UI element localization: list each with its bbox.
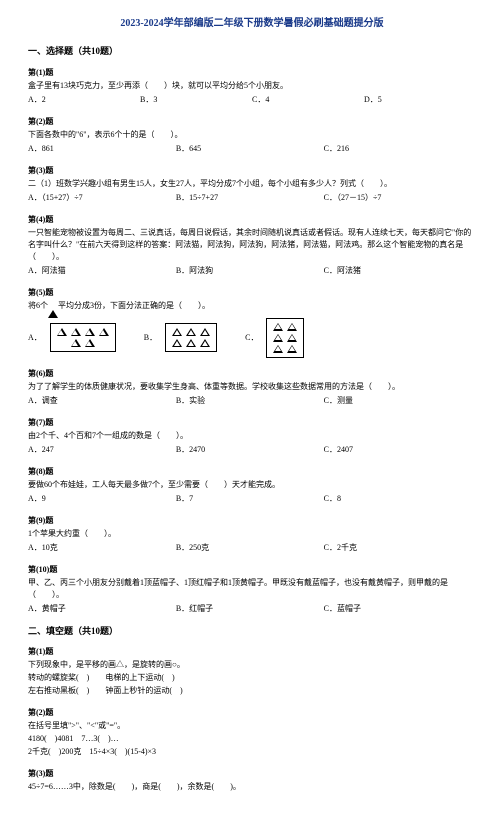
q10-label: 第(10)题: [28, 564, 476, 576]
question-8: 第(8)题 要做60个布娃娃，工人每天最多做7个，至少需要（ ）天才能完成。 A…: [28, 466, 476, 505]
q9-opt-c: C．2千克: [324, 542, 472, 554]
question-10: 第(10)题 甲、乙、丙三个小朋友分别戴着1顶蓝帽子、1顶红帽子和1顶黄帽子。甲…: [28, 564, 476, 615]
q5-text: 将6个 平均分成3份，下面分法正确的是（ ）。: [28, 300, 476, 312]
q1-opt-a: A．2: [28, 94, 140, 106]
q2-text: 下面各数中的"6"，表示6个十的是（ ）。: [28, 129, 476, 141]
q7-label: 第(7)题: [28, 417, 476, 429]
q6-text: 为了了解学生的体质健康状况，要收集学生身高、体重等数据。学校收集这些数据常用的方…: [28, 381, 476, 393]
question-3: 第(3)题 二（1）班数学兴趣小组有男生15人，女生27人，平均分成7个小组，每…: [28, 165, 476, 204]
fill-q1-line1: 下列现象中，是平移的画△，是旋转的画○。: [28, 659, 476, 671]
q10-text: 甲、乙、丙三个小朋友分别戴着1顶蓝帽子、1顶红帽子和1顶黄帽子。甲既没有戴蓝帽子…: [28, 577, 476, 601]
q4-text: 一只智能宠物被设置为每周二、三说真话，每周日说假话，其余时间随机说真话或者假话。…: [28, 227, 476, 263]
q5-opt-c: C．: [245, 332, 258, 344]
q9-text: 1个苹果大约重（ ）。: [28, 528, 476, 540]
fill-q3-text: 45÷7=6……3中，除数是( )，商是( )，余数是( )。: [28, 781, 476, 793]
q3-text: 二（1）班数学兴趣小组有男生15人，女生27人，平均分成7个小组，每个小组有多少…: [28, 178, 476, 190]
question-9: 第(9)题 1个苹果大约重（ ）。 A．10克 B．250克 C．2千克: [28, 515, 476, 554]
q7-opt-b: B．2470: [176, 444, 324, 456]
q8-text: 要做60个布娃娃，工人每天最多做7个，至少需要（ ）天才能完成。: [28, 479, 476, 491]
q6-opt-c: C．测量: [324, 395, 472, 407]
q8-opt-c: C．8: [324, 493, 472, 505]
q10-opt-a: A．黄帽子: [28, 603, 176, 615]
question-7: 第(7)题 由2个千、4个百和7个一组成的数是（ ）。 A．247 B．2470…: [28, 417, 476, 456]
q9-opt-b: B．250克: [176, 542, 324, 554]
q2-opt-c: C．216: [324, 143, 472, 155]
q7-opt-c: C．2407: [324, 444, 472, 456]
q7-opt-a: A．247: [28, 444, 176, 456]
q10-opt-b: B．红帽子: [176, 603, 324, 615]
q4-opt-c: C．阿法猪: [324, 265, 472, 277]
q5-text-pre: 将6个: [28, 301, 48, 310]
fill-q1: 第(1)题 下列现象中，是平移的画△，是旋转的画○。 转动的螺旋桨( ) 电梯的…: [28, 646, 476, 697]
fill-q1-line2: 转动的螺旋桨( ) 电梯的上下运动( ): [28, 672, 476, 684]
question-1: 第(1)题 盒子里有13块巧克力，至少再添（ ）块，就可以平均分给5个小朋友。 …: [28, 67, 476, 106]
q3-label: 第(3)题: [28, 165, 476, 177]
q3-opt-a: A．（15+27）÷7: [28, 192, 176, 204]
section2-header: 二、填空题（共10题）: [28, 625, 476, 639]
q4-opt-b: B．阿法狗: [176, 265, 324, 277]
q10-opt-c: C．蓝帽子: [324, 603, 472, 615]
q1-opt-c: C．4: [252, 94, 364, 106]
q1-text: 盒子里有13块巧克力，至少再添（ ）块，就可以平均分给5个小朋友。: [28, 80, 476, 92]
q5-text-post: 平均分成3份，下面分法正确的是（ ）。: [58, 301, 210, 310]
triangle-icon: [48, 301, 58, 318]
q3-opt-b: B．15÷7+27: [176, 192, 324, 204]
q8-opt-a: A．9: [28, 493, 176, 505]
q3-opt-c: C．（27－15）÷7: [324, 192, 472, 204]
fill-q3-label: 第(3)题: [28, 768, 476, 780]
q2-opt-b: B．645: [176, 143, 324, 155]
question-4: 第(4)题 一只智能宠物被设置为每周二、三说真话，每周日说假话，其余时间随机说真…: [28, 214, 476, 277]
fill-q2-line3: 2千克( )200克 15÷4×3( )(15-4)×3: [28, 746, 476, 758]
fill-q2: 第(2)题 在括号里填">"、"<"或"="。 4180( )4081 7…3(…: [28, 707, 476, 758]
q6-label: 第(6)题: [28, 368, 476, 380]
q5-box-c: [266, 318, 304, 358]
question-5: 第(5)题 将6个 平均分成3份，下面分法正确的是（ ）。 A． B． C．: [28, 287, 476, 358]
fill-q2-line1: 在括号里填">"、"<"或"="。: [28, 720, 476, 732]
section1-header: 一、选择题（共10题）: [28, 45, 476, 59]
q5-opt-b: B．: [144, 332, 157, 344]
question-6: 第(6)题 为了了解学生的体质健康状况，要收集学生身高、体重等数据。学校收集这些…: [28, 368, 476, 407]
q1-opt-d: D．5: [364, 94, 476, 106]
q1-opt-b: B．3: [140, 94, 252, 106]
q2-opt-a: A．861: [28, 143, 176, 155]
q6-opt-b: B．实验: [176, 395, 324, 407]
q4-label: 第(4)题: [28, 214, 476, 226]
q2-label: 第(2)题: [28, 116, 476, 128]
q4-opt-a: A．阿法猫: [28, 265, 176, 277]
fill-q1-line3: 左右推动黑板( ) 钟面上秒针的运动( ): [28, 685, 476, 697]
q6-opt-a: A．调查: [28, 395, 176, 407]
q8-label: 第(8)题: [28, 466, 476, 478]
q8-opt-b: B．7: [176, 493, 324, 505]
q9-opt-a: A．10克: [28, 542, 176, 554]
fill-q3: 第(3)题 45÷7=6……3中，除数是( )，商是( )，余数是( )。: [28, 768, 476, 793]
fill-q1-label: 第(1)题: [28, 646, 476, 658]
q1-label: 第(1)题: [28, 67, 476, 79]
q5-label: 第(5)题: [28, 287, 476, 299]
q5-box-a: [50, 323, 116, 352]
q5-box-b: [165, 323, 217, 352]
question-2: 第(2)题 下面各数中的"6"，表示6个十的是（ ）。 A．861 B．645 …: [28, 116, 476, 155]
q7-text: 由2个千、4个百和7个一组成的数是（ ）。: [28, 430, 476, 442]
page-title: 2023-2024学年部编版二年级下册数学暑假必刷基础题提分版: [28, 16, 476, 31]
fill-q2-label: 第(2)题: [28, 707, 476, 719]
fill-q2-line2: 4180( )4081 7…3( )…: [28, 733, 476, 745]
q9-label: 第(9)题: [28, 515, 476, 527]
q5-opt-a: A．: [28, 332, 42, 344]
